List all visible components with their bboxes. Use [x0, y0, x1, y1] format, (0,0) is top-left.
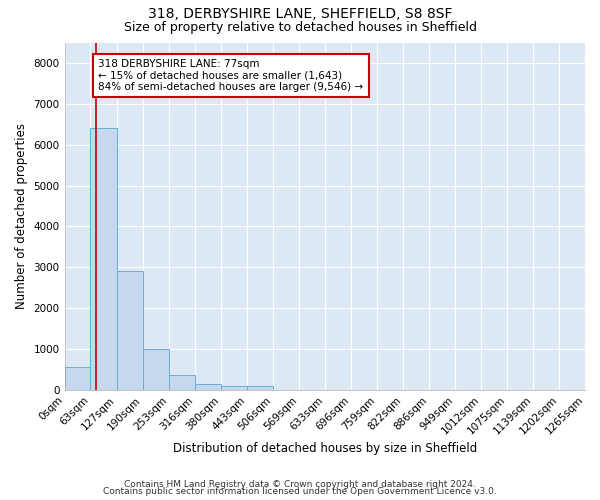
Bar: [169, 376, 194, 390]
Y-axis label: Number of detached properties: Number of detached properties: [15, 124, 28, 310]
Bar: [143, 349, 169, 390]
Bar: [247, 386, 273, 390]
Text: Contains public sector information licensed under the Open Government Licence v3: Contains public sector information licen…: [103, 487, 497, 496]
Text: Contains HM Land Registry data © Crown copyright and database right 2024.: Contains HM Land Registry data © Crown c…: [124, 480, 476, 489]
Bar: [221, 386, 247, 390]
Text: 318 DERBYSHIRE LANE: 77sqm
← 15% of detached houses are smaller (1,643)
84% of s: 318 DERBYSHIRE LANE: 77sqm ← 15% of deta…: [98, 59, 364, 92]
Bar: [117, 271, 143, 390]
Text: 318, DERBYSHIRE LANE, SHEFFIELD, S8 8SF: 318, DERBYSHIRE LANE, SHEFFIELD, S8 8SF: [148, 8, 452, 22]
Bar: [194, 384, 221, 390]
Bar: [91, 128, 117, 390]
Bar: [65, 366, 91, 390]
Text: Size of property relative to detached houses in Sheffield: Size of property relative to detached ho…: [124, 21, 476, 34]
X-axis label: Distribution of detached houses by size in Sheffield: Distribution of detached houses by size …: [173, 442, 477, 455]
